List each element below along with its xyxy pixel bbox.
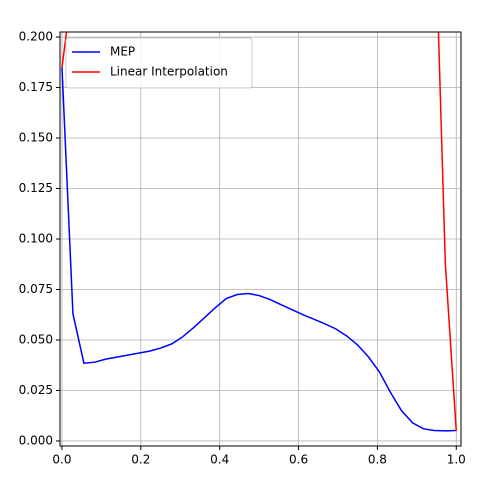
x-tick-label: 0.8	[368, 453, 387, 467]
y-tick-label: 0.125	[19, 181, 53, 195]
plot-area	[61, 32, 458, 432]
y-tick-label: 0.100	[19, 232, 53, 246]
legend-label: Linear Interpolation	[110, 65, 228, 79]
x-tick-label: 0.6	[289, 453, 308, 467]
line	[61, 67, 457, 432]
y-tick-label: 0.200	[19, 30, 53, 44]
line	[61, 32, 458, 431]
y-tick-label: 0.000	[19, 433, 53, 447]
y-tick-label: 0.050	[19, 332, 53, 346]
x-tick-label: 1.0	[447, 453, 466, 467]
legend: MEP Linear Interpolation	[65, 37, 253, 89]
ticks: 0.0 0.2 0.4 0.6 0.8 1.0 0.000 0.025 0.050 0.075 0.…	[19, 30, 466, 467]
x-tick-label: 0.2	[131, 453, 150, 467]
grid	[60, 32, 461, 446]
y-tick-label: 0.075	[19, 282, 53, 296]
legend-box	[65, 37, 253, 89]
y-tick-label: 0.025	[19, 383, 53, 397]
x-tick-label: 0.4	[210, 453, 229, 467]
y-tick-label: 0.175	[19, 80, 53, 94]
legend-label: MEP	[110, 45, 135, 59]
x-tick-label: 0.0	[52, 453, 71, 467]
y-tick-label: 0.150	[19, 131, 53, 145]
